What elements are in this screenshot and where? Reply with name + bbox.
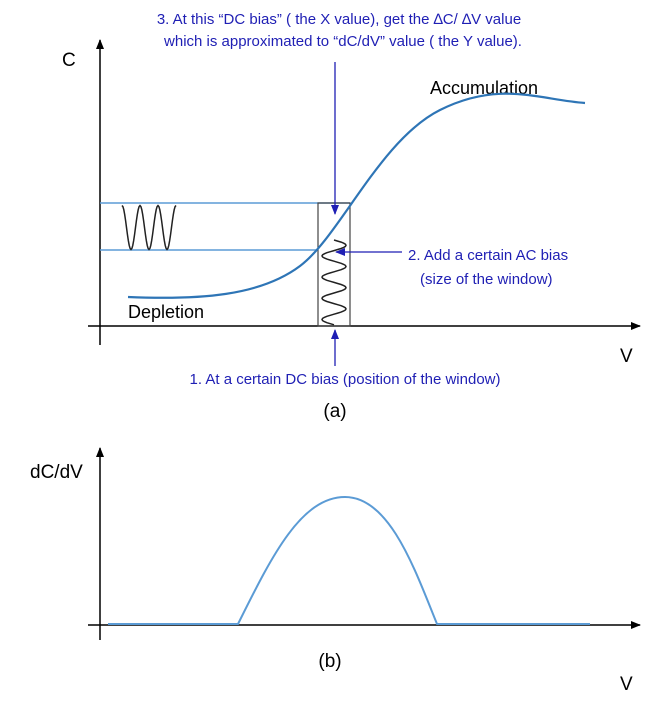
panel-a: 3. At this “DC bias” ( the X value), get… [62,11,641,422]
cv-curve [127,92,586,299]
caption-b: (b) [318,651,341,672]
window [317,202,351,327]
x-axis-label: V [620,674,633,695]
ac-bias-wave [321,239,347,326]
note-2-line-2: (size of the window) [420,271,553,288]
panel-b: dC/dV V (b) [30,447,641,695]
caption-a: (a) [323,401,346,422]
note-1: 1. At a certain DC bias (position of the… [190,371,501,388]
note-3-line-1: 3. At this “DC bias” ( the X value), get… [157,11,521,28]
note-2-line-1: 2. Add a certain AC bias [408,247,568,264]
depletion-label: Depletion [128,302,204,322]
x-axis-label: V [620,346,633,367]
y-axis-label: dC/dV [30,462,83,483]
dcdv-curve [108,495,590,625]
ac-response-wave [121,204,177,251]
y-axis-label: C [62,50,76,71]
note-3-line-2: which is approximated to “dC/dV” value (… [163,33,522,50]
